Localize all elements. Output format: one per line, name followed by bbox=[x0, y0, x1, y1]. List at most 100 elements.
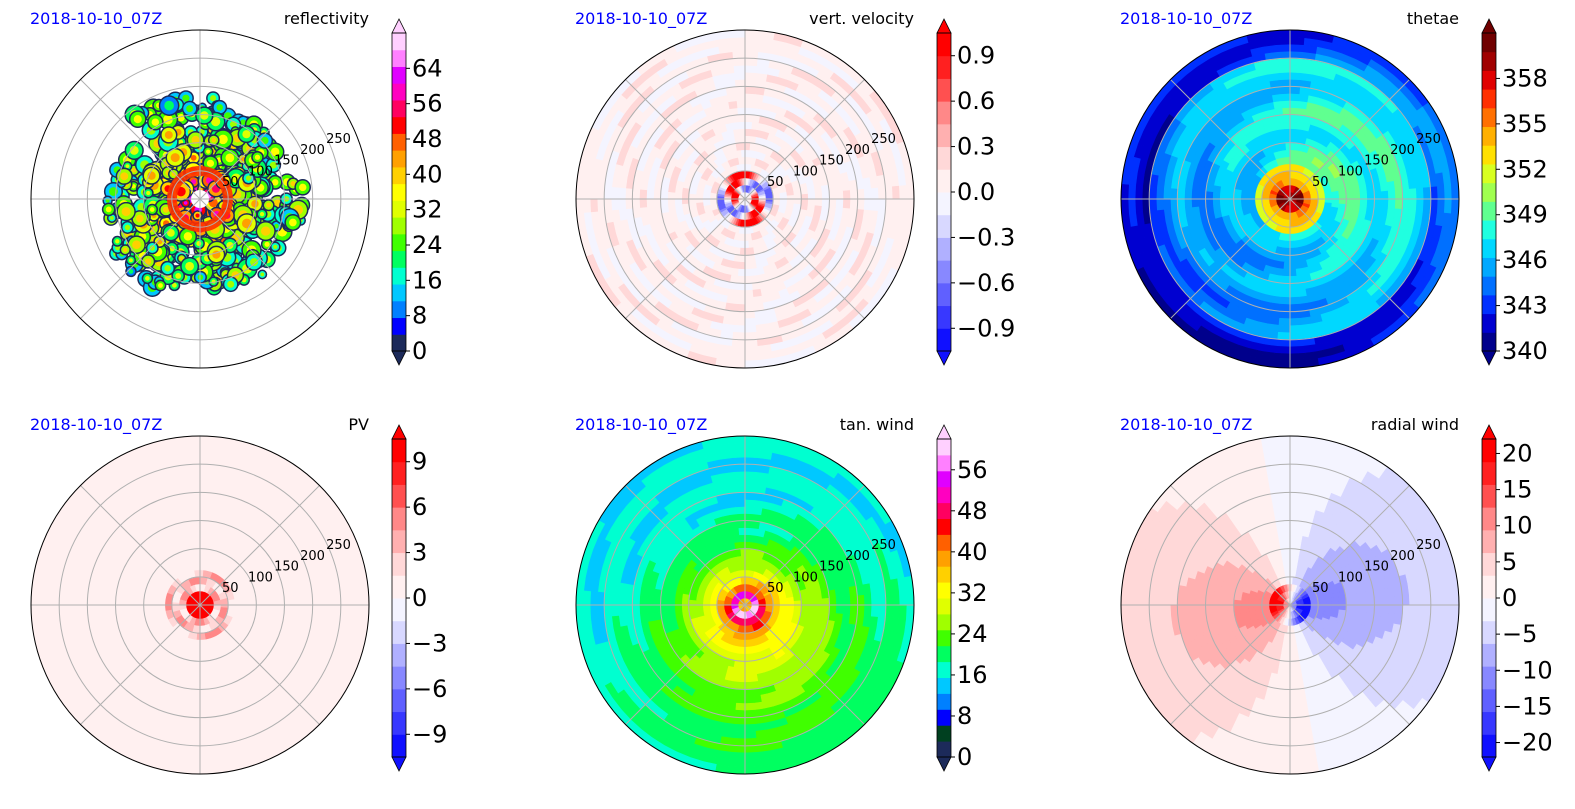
colorbar-swatch bbox=[937, 693, 951, 710]
colorbar-swatch bbox=[392, 284, 406, 302]
azimuth-spoke bbox=[1289, 485, 1410, 606]
colorbar-swatch bbox=[1482, 89, 1496, 109]
range-ring-label: 200 bbox=[845, 143, 870, 158]
colorbar-swatch bbox=[392, 300, 406, 319]
azimuth-spoke bbox=[1170, 604, 1291, 725]
colorbar-extend-max bbox=[936, 18, 952, 34]
colorbar-swatch bbox=[392, 317, 406, 335]
range-ring-label: 150 bbox=[819, 154, 844, 169]
azimuth-spoke bbox=[744, 485, 865, 606]
colorbar-swatch bbox=[937, 725, 951, 742]
azimuth-spoke bbox=[625, 198, 746, 319]
colorbar-swatch bbox=[1482, 107, 1496, 128]
colorbar-tick-label: 32 bbox=[957, 579, 988, 607]
colorbar-swatch bbox=[937, 661, 951, 678]
colorbar-tick-label: 358 bbox=[1502, 64, 1548, 92]
colorbar-extend-max bbox=[1481, 18, 1497, 34]
colorbar-swatch bbox=[1482, 734, 1496, 758]
polar-frame bbox=[1120, 29, 1460, 369]
azimuth-spoke bbox=[744, 79, 865, 200]
variable-title: tan. wind bbox=[840, 415, 914, 434]
colorbar-extend-min bbox=[391, 350, 407, 366]
colorbar-swatch bbox=[937, 629, 951, 647]
colorbar-swatch bbox=[392, 484, 406, 508]
colorbar-swatch bbox=[392, 507, 406, 531]
polar-frame bbox=[1120, 435, 1460, 775]
colorbar-tick-label: 349 bbox=[1502, 201, 1548, 229]
colorbar-swatch bbox=[937, 582, 951, 599]
colorbar-swatch bbox=[1482, 220, 1496, 240]
colorbar-tick-label: 24 bbox=[957, 620, 988, 648]
colorbar-swatch bbox=[1482, 33, 1496, 53]
colorbar-tick-label: 352 bbox=[1502, 155, 1548, 183]
colorbar-tick-label: −15 bbox=[1502, 692, 1553, 720]
colorbar-swatch bbox=[392, 439, 406, 463]
colorbar-tick-label: 8 bbox=[412, 302, 427, 330]
colorbar-swatch bbox=[392, 250, 406, 268]
colorbar-extend-min bbox=[936, 756, 952, 772]
range-ring-label: 100 bbox=[1338, 164, 1363, 179]
range-ring-label: 50 bbox=[767, 581, 784, 596]
azimuth-spoke bbox=[744, 604, 865, 725]
colorbar-swatch bbox=[392, 688, 406, 713]
colorbar-tick-label: 32 bbox=[412, 196, 443, 224]
colorbar-swatch bbox=[392, 461, 406, 485]
colorbar-tick-label: −3 bbox=[412, 629, 447, 657]
colorbar-tick-label: 16 bbox=[957, 661, 988, 689]
range-ring-label: 100 bbox=[793, 164, 818, 179]
range-ring-label: 100 bbox=[1338, 570, 1363, 585]
colorbar-tick-label: 15 bbox=[1502, 476, 1533, 504]
range-ring-label: 150 bbox=[1364, 154, 1389, 169]
colorbar-swatch bbox=[937, 534, 951, 551]
polar-grid bbox=[576, 30, 914, 368]
colorbar-tick-label: 343 bbox=[1502, 292, 1548, 320]
colorbar-swatch bbox=[392, 166, 406, 185]
azimuth-spoke bbox=[1170, 79, 1291, 200]
colorbar-swatch bbox=[1482, 238, 1496, 258]
colorbar-swatch bbox=[392, 529, 406, 554]
colorbar-swatch bbox=[937, 146, 951, 170]
colorbar-swatch bbox=[1482, 201, 1496, 221]
range-ring-label: 200 bbox=[300, 143, 325, 158]
range-ring-label: 200 bbox=[300, 549, 325, 564]
colorbar-swatch bbox=[392, 711, 406, 735]
colorbar-swatch bbox=[392, 734, 406, 758]
colorbar-tick-label: 0.6 bbox=[957, 87, 995, 115]
colorbar-swatch bbox=[1482, 439, 1496, 463]
range-ring-label: 250 bbox=[871, 132, 896, 147]
colorbar-swatch bbox=[392, 99, 406, 118]
colorbar-swatch bbox=[1482, 294, 1496, 315]
colorbar: −9 −6 −3 0 3 6 9 bbox=[391, 424, 447, 772]
colorbar-swatch bbox=[392, 552, 406, 576]
range-ring-label: 50 bbox=[1312, 581, 1329, 596]
colorbar-tick-label: 24 bbox=[412, 231, 443, 259]
date-label: 2018-10-10_07Z bbox=[30, 415, 162, 435]
colorbar-swatch bbox=[937, 260, 951, 284]
colorbar-swatch bbox=[392, 49, 406, 67]
colorbar-swatch bbox=[1482, 332, 1496, 352]
colorbar-swatch bbox=[1482, 507, 1496, 531]
colorbar-swatch bbox=[392, 116, 406, 134]
colorbar-swatch bbox=[392, 200, 406, 218]
colorbar-swatch bbox=[937, 192, 951, 216]
variable-title: radial wind bbox=[1371, 415, 1459, 434]
colorbar-tick-label: 0 bbox=[957, 743, 972, 771]
polar-panel-1: 2018-10-10_07Z reflectivity 50 100150200250… bbox=[30, 9, 443, 369]
colorbar: 0 8 16 24 32 40 48 56 64 bbox=[391, 18, 443, 366]
colorbar-tick-label: 340 bbox=[1502, 337, 1548, 365]
range-ring-label: 250 bbox=[1416, 132, 1441, 147]
colorbar-swatch bbox=[1482, 666, 1496, 690]
colorbar-swatch bbox=[1482, 552, 1496, 576]
colorbar-swatch bbox=[937, 305, 951, 329]
colorbar-swatch bbox=[1482, 688, 1496, 713]
azimuth-spoke bbox=[1289, 79, 1410, 200]
colorbar-swatch bbox=[937, 741, 951, 758]
colorbar-swatch bbox=[937, 101, 951, 125]
colorbar-swatch bbox=[937, 550, 951, 567]
colorbar-swatch bbox=[1482, 484, 1496, 508]
polar-grid bbox=[31, 436, 369, 774]
colorbar-swatch bbox=[1482, 313, 1496, 333]
